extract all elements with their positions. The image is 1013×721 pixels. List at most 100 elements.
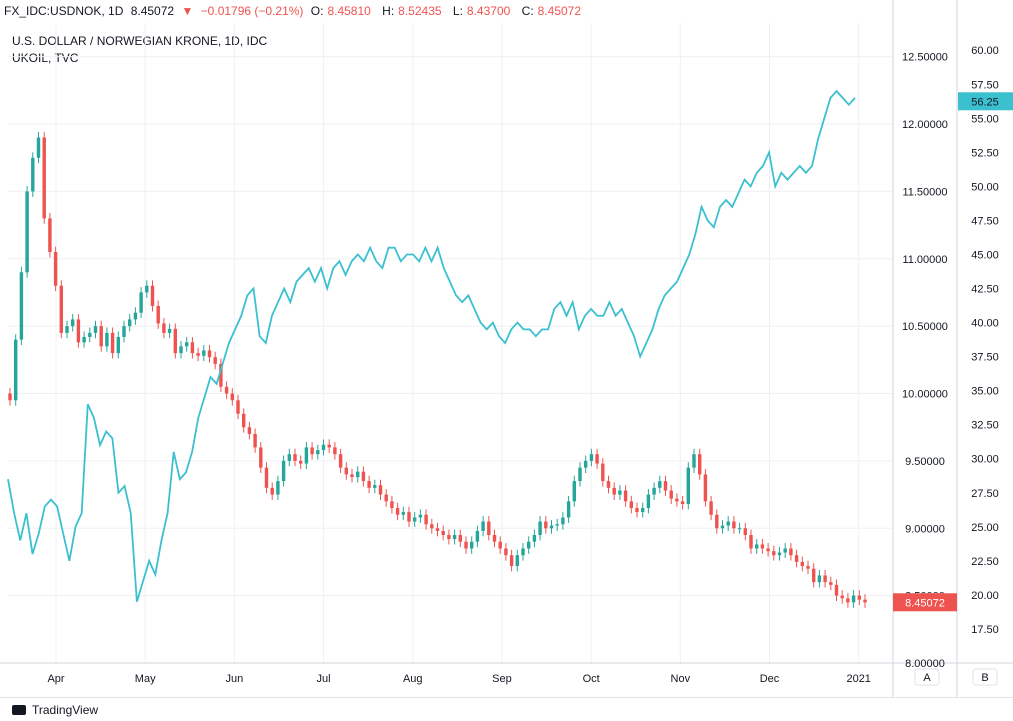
y-tick-label-b: 25.00 — [971, 522, 999, 534]
candle-body — [492, 535, 497, 542]
last-price-tag-a — [893, 593, 957, 612]
tradingview-logo[interactable]: TradingView — [12, 703, 98, 717]
candle-body — [583, 460, 588, 468]
candle-body — [110, 332, 115, 354]
y-tick-label-b: 27.50 — [971, 488, 999, 500]
y-tick-label-b: 32.50 — [971, 420, 999, 432]
candle-body — [566, 501, 571, 518]
candle-body — [384, 494, 388, 502]
candle-body — [464, 541, 468, 549]
y-tick-label-a: 10.00000 — [902, 389, 948, 401]
candle-body — [259, 447, 263, 468]
y-tick-label-b: 17.50 — [971, 624, 999, 636]
candle-body — [127, 319, 132, 327]
candle-body — [390, 501, 394, 509]
high-label: H: 8.52435 — [382, 4, 442, 18]
candle-body — [270, 487, 274, 495]
candle-body — [298, 460, 303, 464]
candle-body — [59, 285, 64, 333]
candle-body — [680, 501, 685, 505]
candle-body — [697, 454, 702, 475]
candle-body — [561, 517, 565, 525]
candle-body — [754, 544, 759, 549]
candle-body — [287, 454, 292, 461]
y-tick-label-b: 47.50 — [971, 215, 999, 227]
candle-body — [207, 350, 212, 358]
candle-body — [145, 285, 149, 293]
candle-body — [31, 157, 35, 192]
candle-body — [760, 544, 765, 549]
y-tick-label-a: 9.50000 — [905, 456, 945, 468]
candle-body — [378, 485, 383, 495]
candle-body — [293, 454, 297, 461]
candle-body — [526, 541, 531, 549]
legend-ukoil[interactable]: UKOIL, TVC — [12, 51, 79, 65]
y-tick-label-b: 55.00 — [971, 113, 999, 125]
y-tick-label-a: 8.00000 — [905, 658, 945, 670]
y-tick-label-b: 45.00 — [971, 249, 999, 261]
x-tick-label: Aug — [403, 673, 423, 685]
candle-body — [538, 521, 542, 535]
chart-legend: U.S. DOLLAR / NORWEGIAN KRONE, 1D, IDC U… — [12, 33, 267, 67]
candle-body — [601, 463, 605, 482]
candle-body — [65, 326, 69, 333]
candle-body — [487, 521, 491, 535]
brand-label: TradingView — [32, 703, 99, 717]
candle-body — [635, 508, 639, 513]
candle-body — [783, 548, 787, 553]
candle-body — [230, 393, 235, 401]
candle-body — [276, 481, 280, 495]
legend-usdnok[interactable]: U.S. DOLLAR / NORWEGIAN KRONE, 1D, IDC — [12, 34, 268, 48]
candle-body — [692, 454, 696, 468]
candle-body — [703, 474, 708, 502]
candle-body — [236, 400, 240, 414]
candle-body — [789, 548, 793, 556]
candle-body — [173, 328, 178, 354]
symbol-label[interactable]: FX_IDC:USDNOK, 1D — [4, 4, 124, 18]
candle-body — [179, 346, 183, 354]
last-price-label-b: 56.25 — [971, 96, 999, 108]
down-arrow-icon: ▼ — [181, 4, 194, 18]
candle-body — [823, 575, 827, 583]
footer-bar: TradingView — [0, 697, 1013, 721]
scale-b-label: B — [981, 672, 988, 684]
candle-body — [19, 272, 24, 340]
candle-body — [572, 481, 577, 502]
candle-body — [116, 336, 121, 354]
x-tick-label: Apr — [47, 673, 64, 685]
candle-body — [247, 427, 252, 434]
candle-body — [521, 548, 525, 556]
candle-body — [794, 555, 799, 562]
open-label: O: 8.45810 — [310, 4, 371, 18]
candle-body — [623, 490, 628, 502]
candle-body — [469, 541, 474, 549]
candle-body — [418, 514, 423, 518]
candle-body — [241, 413, 246, 428]
candle-body — [532, 535, 537, 542]
y-tick-label-a: 12.00000 — [902, 119, 948, 131]
tradingview-icon — [12, 705, 26, 715]
price-change: −0.01796 (−0.21%) — [200, 4, 304, 18]
candle-body — [196, 353, 200, 356]
candle-body — [475, 530, 480, 542]
candle-body — [726, 521, 730, 526]
candle-body — [851, 595, 856, 603]
candle-body — [202, 350, 206, 356]
candle-body — [82, 336, 86, 343]
candle-body — [640, 508, 645, 513]
candle-body — [840, 595, 844, 599]
low-label: L: 8.43700 — [452, 4, 511, 18]
candle-body — [253, 433, 257, 448]
candle-body — [93, 326, 98, 333]
scale-b-button[interactable] — [972, 668, 998, 686]
candle-body — [749, 535, 753, 549]
candle-body — [817, 575, 822, 583]
candle-body — [42, 137, 46, 219]
last-price-tag-b — [958, 92, 1013, 111]
candle-body — [800, 561, 805, 566]
x-tick-label: Oct — [583, 673, 600, 685]
candle-body — [806, 565, 810, 569]
scale-a-button[interactable] — [914, 668, 940, 686]
candle-body — [669, 490, 673, 499]
